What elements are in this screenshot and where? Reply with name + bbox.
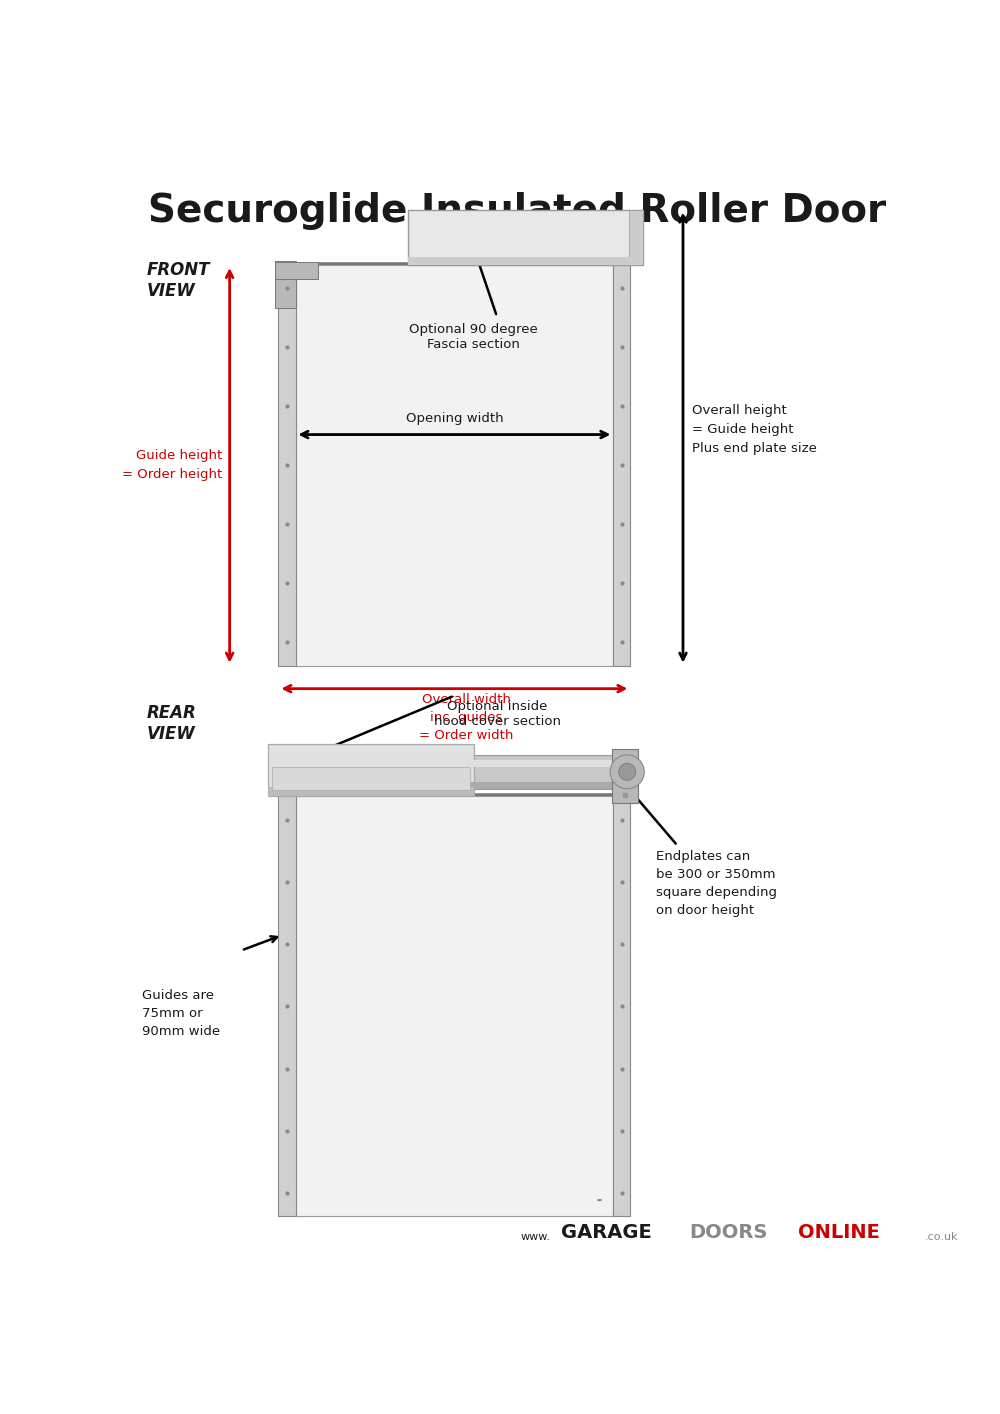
Text: Optional inside
hood cover section: Optional inside hood cover section bbox=[434, 700, 560, 728]
Text: .co.uk: .co.uk bbox=[925, 1232, 958, 1241]
Bar bbox=[612, 749, 638, 803]
Text: Guide height
= Order height: Guide height = Order height bbox=[122, 450, 222, 481]
Bar bbox=[466, 759, 626, 766]
Circle shape bbox=[610, 755, 644, 789]
Text: Overall width
inc. guides
= Order width: Overall width inc. guides = Order width bbox=[419, 693, 513, 742]
Text: Endplates can
be 300 or 350mm
square depending
on door height: Endplates can be 300 or 350mm square dep… bbox=[656, 850, 777, 918]
Bar bbox=[466, 782, 626, 789]
Bar bbox=[408, 257, 643, 266]
Text: www.: www. bbox=[520, 1232, 550, 1241]
Text: Guides are
75mm or
90mm wide: Guides are 75mm or 90mm wide bbox=[142, 988, 220, 1038]
Text: Optional 90 degree
Fascia section: Optional 90 degree Fascia section bbox=[409, 322, 538, 351]
Text: FRONT
VIEW: FRONT VIEW bbox=[147, 262, 210, 300]
Bar bbox=[272, 768, 470, 790]
Text: Opening width: Opening width bbox=[406, 411, 503, 424]
Bar bbox=[278, 796, 296, 1216]
Circle shape bbox=[619, 764, 636, 781]
Bar bbox=[629, 209, 643, 266]
Bar bbox=[275, 262, 318, 279]
Bar bbox=[296, 266, 613, 666]
Text: Overall height
= Guide height
Plus end plate size: Overall height = Guide height Plus end p… bbox=[692, 404, 817, 455]
Bar bbox=[613, 796, 630, 1216]
Bar bbox=[296, 796, 613, 1216]
Bar bbox=[268, 744, 474, 796]
Text: DOORS: DOORS bbox=[689, 1223, 768, 1241]
Text: REAR
VIEW: REAR VIEW bbox=[147, 704, 196, 742]
Text: ONLINE: ONLINE bbox=[798, 1223, 880, 1241]
Text: Securoglide Insulated Roller Door: Securoglide Insulated Roller Door bbox=[148, 192, 886, 230]
Bar bbox=[268, 788, 474, 796]
Text: GARAGE: GARAGE bbox=[561, 1223, 651, 1241]
Bar bbox=[278, 266, 296, 666]
Text: ▬: ▬ bbox=[596, 1198, 602, 1203]
Bar bbox=[613, 266, 630, 666]
Bar bbox=[408, 209, 643, 266]
Bar bbox=[275, 262, 296, 307]
Bar bbox=[466, 755, 626, 789]
